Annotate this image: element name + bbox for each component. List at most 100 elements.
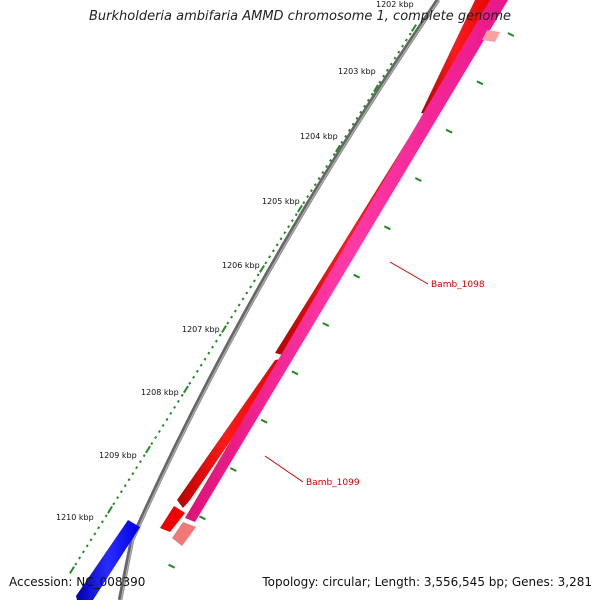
minor-tick: [142, 454, 146, 458]
minor-tick: [165, 417, 169, 421]
minor-tick: [81, 550, 85, 554]
minor-tick: [203, 357, 207, 361]
major-tick: [69, 566, 75, 574]
minor-tick: [287, 225, 291, 229]
minor-tick: [309, 189, 313, 193]
minor-tick: [192, 375, 196, 379]
tick-label-1208: 1208 kbp: [141, 388, 179, 397]
minor-tick: [112, 502, 116, 506]
minor-tick: [382, 74, 386, 78]
inner-tick: [322, 322, 330, 327]
tick-labels: 1202 kbp 1203 kbp 1204 kbp 1205 kbp 1206…: [56, 0, 414, 522]
minor-tick: [332, 152, 336, 157]
minor-tick: [245, 291, 249, 295]
minor-tick: [85, 544, 89, 548]
minor-tick: [150, 441, 154, 446]
minor-tick: [317, 177, 321, 181]
minor-tick: [161, 423, 165, 428]
minor-tick: [154, 435, 158, 440]
minor-tick: [241, 297, 245, 301]
minor-tick: [237, 303, 241, 307]
tick-label-1206: 1206 kbp: [222, 261, 260, 270]
minor-tick: [279, 237, 283, 241]
minor-tick: [351, 122, 355, 126]
genome-summary-text: Topology: circular; Length: 3,556,545 bp…: [262, 575, 592, 589]
minor-tick: [230, 315, 234, 319]
minor-tick: [97, 526, 101, 530]
bamb1099-leader-line: [264, 455, 304, 483]
minor-tick: [340, 140, 344, 144]
minor-tick: [226, 321, 230, 325]
tick-label-1203: 1203 kbp: [338, 67, 376, 76]
chromosome-backbone: [117, 0, 440, 600]
minor-tick: [100, 520, 104, 524]
minor-tick: [104, 514, 108, 518]
minor-tick: [385, 68, 389, 72]
minor-tick: [393, 56, 397, 60]
major-tick: [145, 445, 151, 454]
minor-tick: [123, 484, 127, 488]
tick-label-1207: 1207 kbp: [182, 325, 220, 334]
minor-tick: [214, 339, 218, 343]
minor-tick: [321, 170, 325, 175]
minor-tick: [401, 44, 405, 48]
minor-tick: [188, 381, 192, 385]
minor-tick: [89, 538, 93, 542]
inner-tick-marks: [168, 32, 515, 569]
minor-tick: [199, 363, 203, 367]
inner-tick: [198, 515, 206, 521]
minor-tick: [325, 164, 329, 169]
minor-tick: [78, 556, 82, 560]
major-tick: [335, 144, 341, 153]
inner-tick: [229, 467, 237, 472]
tick-label-1205: 1205 kbp: [262, 197, 300, 206]
tick-label-1204: 1204 kbp: [300, 132, 338, 141]
inner-tick: [353, 273, 361, 279]
inner-tick: [414, 177, 422, 182]
inner-tick: [291, 370, 299, 376]
tick-label-1210: 1210 kbp: [56, 513, 94, 522]
reverse-cds-end: [172, 522, 196, 546]
minor-tick: [116, 496, 120, 500]
minor-tick: [93, 532, 97, 536]
minor-tick: [195, 369, 199, 373]
minor-tick: [294, 213, 298, 217]
minor-tick: [173, 405, 177, 409]
minor-tick: [302, 201, 306, 205]
major-tick: [107, 505, 113, 514]
minor-tick: [275, 243, 279, 247]
inner-tick: [445, 128, 453, 134]
inner-tick: [260, 418, 268, 424]
major-tick: [221, 325, 227, 334]
major-tick: [259, 264, 265, 273]
minor-tick: [290, 219, 294, 223]
minor-tick: [264, 261, 268, 265]
minor-tick: [271, 249, 275, 253]
inner-tick: [168, 563, 176, 569]
inner-tick: [476, 80, 484, 86]
gene-label-bamb1099: Bamb_1099: [306, 478, 360, 488]
minor-tick: [363, 104, 367, 108]
minor-tick: [328, 158, 332, 163]
map-title: Burkholderia ambifaria AMMD chromosome 1…: [88, 9, 512, 24]
minor-tick: [218, 333, 222, 337]
minor-tick: [135, 466, 139, 470]
minor-tick: [283, 231, 287, 235]
accession-text: Accession: NC_008390: [9, 575, 146, 589]
reverse-cds-1202: [185, 0, 508, 522]
major-tick: [297, 204, 303, 213]
minor-tick: [268, 255, 272, 259]
minor-tick: [157, 429, 161, 434]
minor-tick: [408, 32, 412, 36]
minor-tick: [169, 411, 173, 415]
rna-feature: [76, 520, 140, 600]
forward-cds-small: [160, 506, 185, 532]
minor-tick: [344, 134, 348, 138]
minor-tick: [176, 399, 180, 403]
minor-tick: [313, 183, 317, 187]
minor-tick: [233, 309, 237, 313]
tick-label-1202: 1202 kbp: [376, 0, 414, 9]
minor-tick: [256, 273, 260, 277]
